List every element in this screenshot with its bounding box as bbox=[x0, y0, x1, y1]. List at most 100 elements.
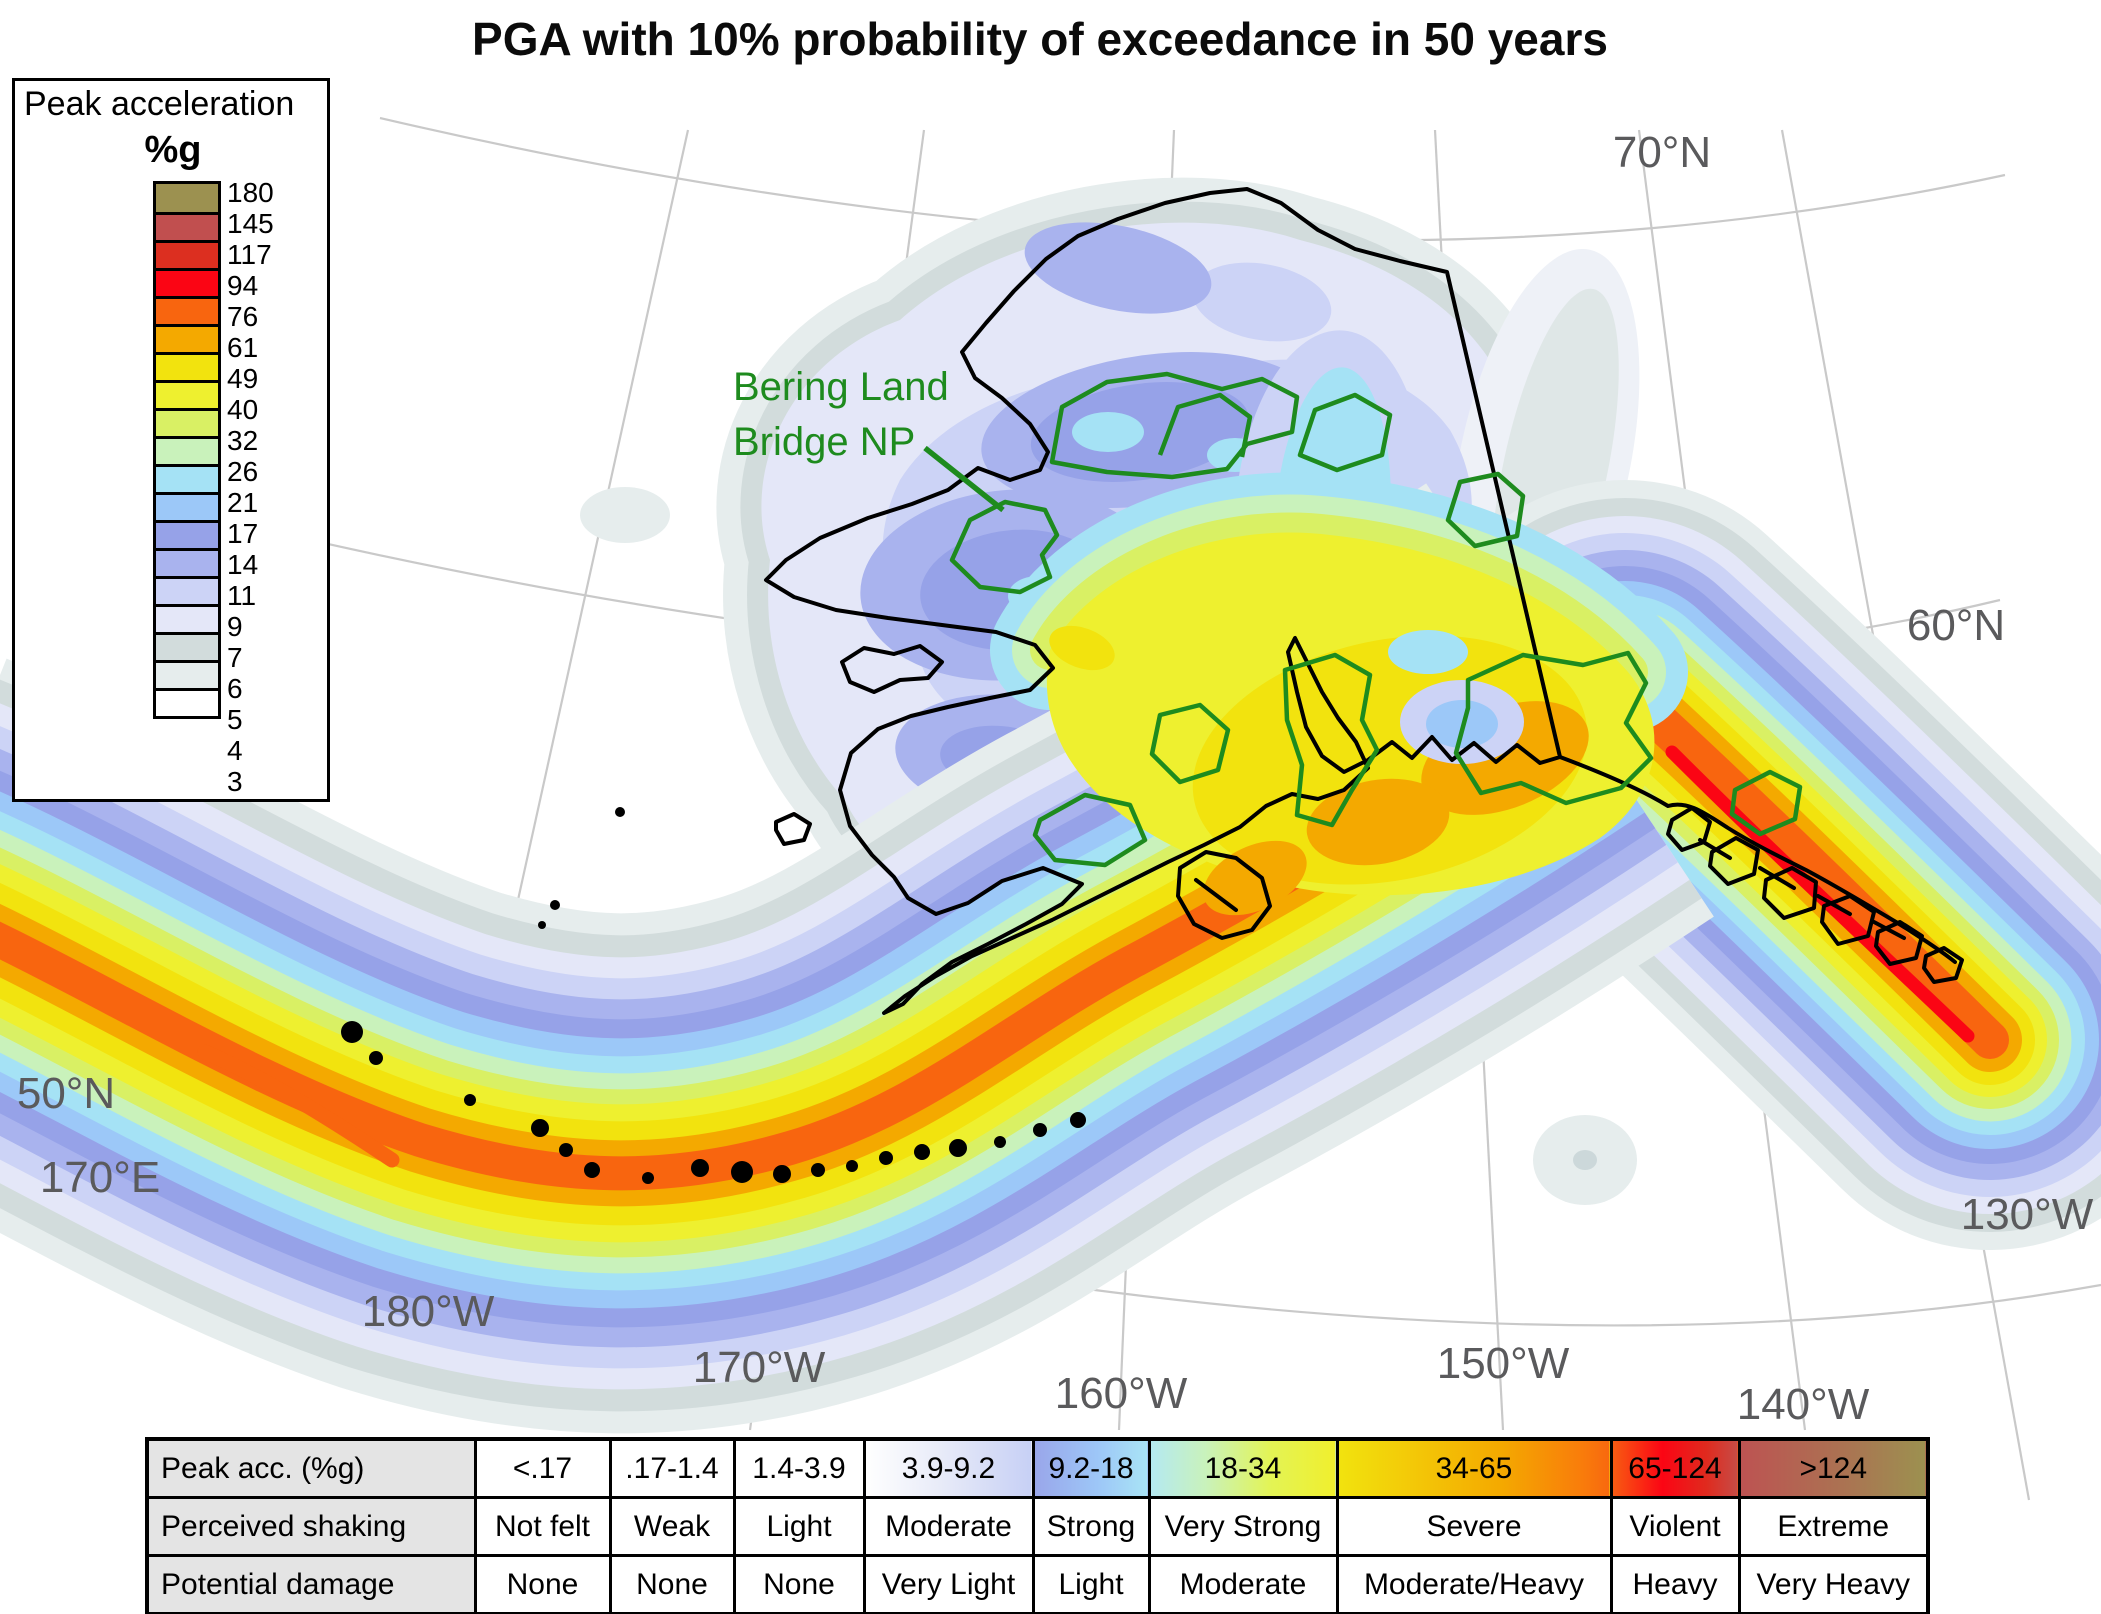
table-row-header: Peak acc. (%g) bbox=[145, 1437, 477, 1499]
legend-swatch bbox=[156, 240, 218, 268]
table-row: Potential damage None None None Very Light Li… bbox=[145, 1554, 1930, 1614]
table-cell: Violent bbox=[1609, 1496, 1741, 1557]
legend-box: Peak acceleration %g 180 145 117 94 76 61 49 40… bbox=[12, 78, 330, 802]
table-cell: None bbox=[608, 1554, 736, 1614]
table-cell: Heavy bbox=[1609, 1554, 1741, 1614]
legend-unit: %g bbox=[144, 129, 202, 171]
table-cell: None bbox=[473, 1554, 612, 1614]
table-cell: Light bbox=[1031, 1554, 1151, 1614]
graticule-label: 50°N bbox=[17, 1069, 115, 1118]
legend-tick-label: 11 bbox=[227, 580, 257, 611]
graticule-label: 170°E bbox=[40, 1153, 160, 1202]
legend-tick-label: 61 bbox=[227, 332, 259, 363]
table-cell: <.17 bbox=[473, 1437, 612, 1499]
legend-swatch bbox=[156, 296, 218, 324]
table-cell: 3.9-9.2 bbox=[862, 1437, 1035, 1499]
graticule-label: 140°W bbox=[1737, 1380, 1870, 1429]
legend-swatch bbox=[156, 604, 218, 632]
legend-swatch bbox=[156, 688, 218, 716]
hazard-band-ring bbox=[1606, 671, 2009, 1059]
graticule-label: 60°N bbox=[1907, 601, 2005, 650]
legend-tick-label: 14 bbox=[227, 549, 259, 580]
legend-tick-label: 6 bbox=[227, 673, 243, 704]
legend-tick-label: 26 bbox=[227, 456, 259, 487]
aleutian-islands bbox=[341, 807, 1086, 1184]
graticule-label: 70°N bbox=[1613, 128, 1711, 177]
table-cell: Very Strong bbox=[1147, 1496, 1339, 1557]
intensity-table: Peak acc. (%g) <.17.17-1.4 1.4-3.9 3.9-9.2 9… bbox=[145, 1437, 1930, 1614]
legend-tick-label: 7 bbox=[227, 642, 243, 673]
legend-tick-label: 9 bbox=[227, 611, 243, 642]
table-row: Perceived shaking Not felt Weak Light Modera… bbox=[145, 1496, 1930, 1557]
legend-tick-label: 5 bbox=[227, 704, 243, 735]
table-cell: Moderate/Heavy bbox=[1335, 1554, 1613, 1614]
table-cell: 1.4-3.9 bbox=[732, 1437, 866, 1499]
legend-tick-label: 40 bbox=[227, 394, 259, 425]
coastline bbox=[764, 187, 1964, 1015]
table-cell: 18-34 bbox=[1147, 1437, 1339, 1499]
table-cell: 34-65 bbox=[1335, 1437, 1613, 1499]
legend-tick-label: 117 bbox=[227, 239, 272, 270]
legend-tick-label: 180 bbox=[227, 177, 274, 208]
graticule-labels: 70°N 60°N 50°N 170°E 180°W 170°W 160°W 150°W 140… bbox=[17, 128, 2094, 1429]
legend-swatch bbox=[156, 184, 218, 212]
legend-tick-label: 17 bbox=[227, 518, 259, 549]
table-cell: Weak bbox=[608, 1496, 736, 1557]
graticule-label: 160°W bbox=[1055, 1369, 1188, 1418]
southeast-hazard-band bbox=[1415, 480, 2101, 1250]
orange-hazard-streak bbox=[197, 1044, 400, 1168]
legend-tick-label: 4 bbox=[227, 735, 243, 766]
legend-tick-label: 76 bbox=[227, 301, 259, 332]
table-cell: 9.2-18 bbox=[1031, 1437, 1151, 1499]
legend-swatch bbox=[156, 464, 218, 492]
table-cell: Moderate bbox=[862, 1496, 1035, 1557]
legend-swatch bbox=[156, 520, 218, 548]
legend-tick-label: 49 bbox=[227, 363, 259, 394]
legend-tick-label: 3 bbox=[227, 766, 243, 797]
table-cell: Very Heavy bbox=[1737, 1554, 1930, 1614]
graticule-label: 130°W bbox=[1961, 1190, 2094, 1239]
legend-swatch bbox=[156, 576, 218, 604]
table-cell: Severe bbox=[1335, 1496, 1613, 1557]
table-cell: 65-124 bbox=[1609, 1437, 1741, 1499]
graticule-label: 180°W bbox=[362, 1287, 495, 1336]
legend-color-scale bbox=[153, 181, 221, 719]
table-cell: Not felt bbox=[473, 1496, 612, 1557]
legend-swatch bbox=[156, 408, 218, 436]
park-boundaries bbox=[923, 371, 1803, 868]
table-cell: Extreme bbox=[1737, 1496, 1930, 1557]
legend-swatch bbox=[156, 660, 218, 688]
table-cell: Very Light bbox=[862, 1554, 1035, 1614]
legend-tick-label: 94 bbox=[227, 270, 259, 301]
legend-swatch bbox=[156, 492, 218, 520]
table-row-header: Perceived shaking bbox=[145, 1496, 477, 1557]
park-label-line2: Bridge NP bbox=[733, 420, 915, 464]
graticule-label: 150°W bbox=[1437, 1339, 1570, 1388]
table-row: Peak acc. (%g) <.17.17-1.4 1.4-3.9 3.9-9.2 9… bbox=[145, 1437, 1930, 1499]
graticule-label: 170°W bbox=[693, 1343, 826, 1392]
table-cell: None bbox=[732, 1554, 866, 1614]
legend-swatch bbox=[156, 268, 218, 296]
legend-swatch bbox=[156, 436, 218, 464]
legend-swatch bbox=[156, 352, 218, 380]
legend-swatch bbox=[156, 548, 218, 576]
legend-swatch bbox=[156, 212, 218, 240]
legend-tick-label: 32 bbox=[227, 425, 259, 456]
page-title: PGA with 10% probability of exceedance i… bbox=[472, 13, 1608, 65]
legend-swatch bbox=[156, 632, 218, 660]
table-row-header: Potential damage bbox=[145, 1554, 477, 1614]
legend-tick-label: 21 bbox=[227, 487, 259, 518]
park-label: Bering Land Bridge NP bbox=[733, 365, 949, 464]
legend-swatch bbox=[156, 324, 218, 352]
table-cell: Moderate bbox=[1147, 1554, 1339, 1614]
table-cell: Light bbox=[732, 1496, 866, 1557]
table-cell: >124 bbox=[1737, 1437, 1930, 1499]
legend-tick-label: 145 bbox=[227, 208, 274, 239]
legend-swatch bbox=[156, 380, 218, 408]
table-cell: .17-1.4 bbox=[608, 1437, 736, 1499]
legend-title: Peak acceleration bbox=[24, 85, 295, 123]
park-label-line1: Bering Land bbox=[733, 365, 949, 409]
table-cell: Strong bbox=[1031, 1496, 1151, 1557]
